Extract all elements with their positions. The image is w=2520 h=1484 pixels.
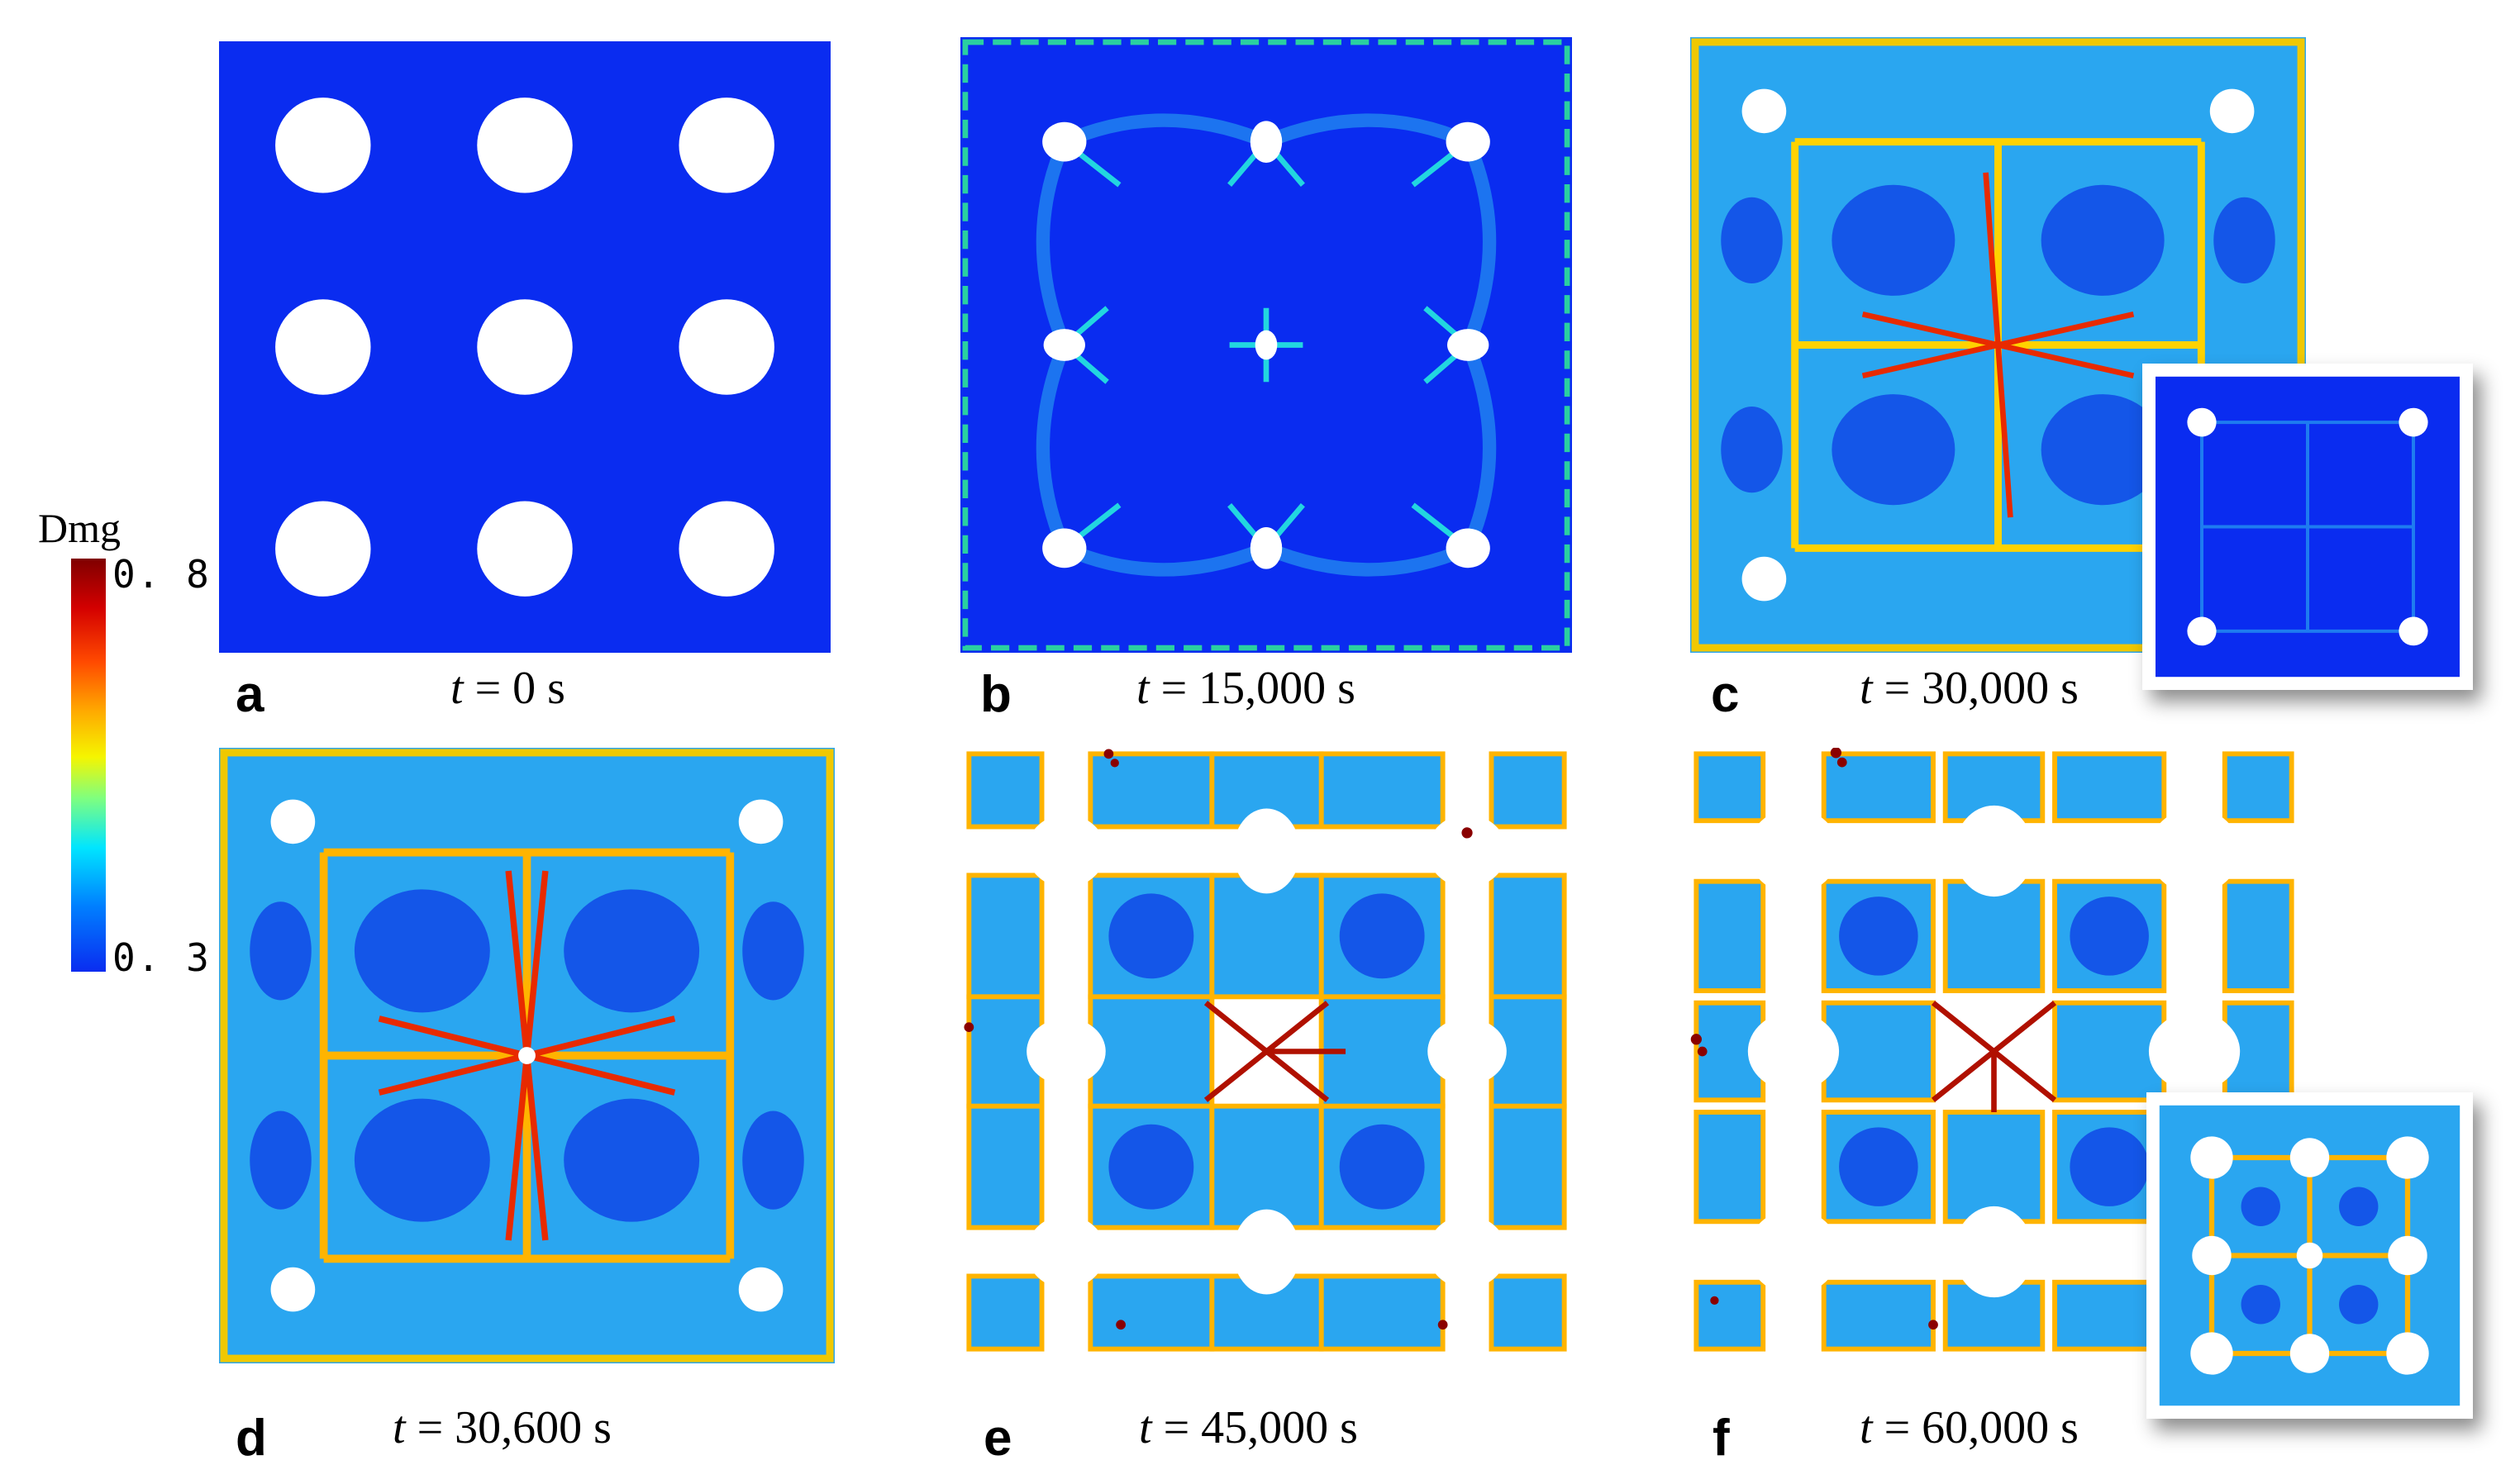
time-value: = 15,000 s	[1149, 663, 1355, 714]
panel-letter-b: b	[980, 666, 1012, 723]
colorbar-max-label: 0. 8	[112, 552, 211, 597]
time-label-e: t = 45,000 s	[1139, 1405, 1358, 1451]
inset-image-c	[2142, 364, 2473, 690]
panel-letter-c: c	[1711, 666, 1740, 723]
time-variable: t	[1139, 1402, 1152, 1453]
time-value: = 30,000 s	[1872, 663, 2079, 714]
panel-letter-f: f	[1713, 1410, 1730, 1467]
time-value: = 30,600 s	[405, 1402, 612, 1453]
time-variable: t	[450, 663, 464, 714]
time-label-d: t = 30,600 s	[393, 1405, 612, 1451]
panel-letter-a: a	[236, 666, 264, 723]
time-label-f: t = 60,000 s	[1860, 1405, 2079, 1451]
time-label-a: t = 0 s	[450, 665, 565, 711]
panel-letter-d: d	[236, 1410, 267, 1467]
colorbar-title: Dmg	[38, 505, 121, 551]
plate-image-e	[963, 748, 1570, 1355]
time-value: = 0 s	[463, 663, 565, 714]
time-value: = 60,000 s	[1872, 1402, 2079, 1453]
time-label-c: t = 30,000 s	[1860, 665, 2079, 711]
time-variable: t	[1136, 663, 1150, 714]
plate-image-d	[219, 748, 835, 1363]
inset-image-f	[2146, 1092, 2473, 1419]
time-variable: t	[393, 1402, 406, 1453]
plate-image-a	[219, 41, 831, 653]
colorbar-min-label: 0. 3	[112, 935, 211, 980]
plate-image-b	[960, 37, 1572, 653]
time-variable: t	[1860, 1402, 1873, 1453]
time-label-b: t = 15,000 s	[1136, 665, 1355, 711]
colorbar-gradient	[71, 559, 106, 972]
time-value: = 45,000 s	[1151, 1402, 1358, 1453]
panel-letter-e: e	[984, 1410, 1012, 1467]
time-variable: t	[1860, 663, 1873, 714]
